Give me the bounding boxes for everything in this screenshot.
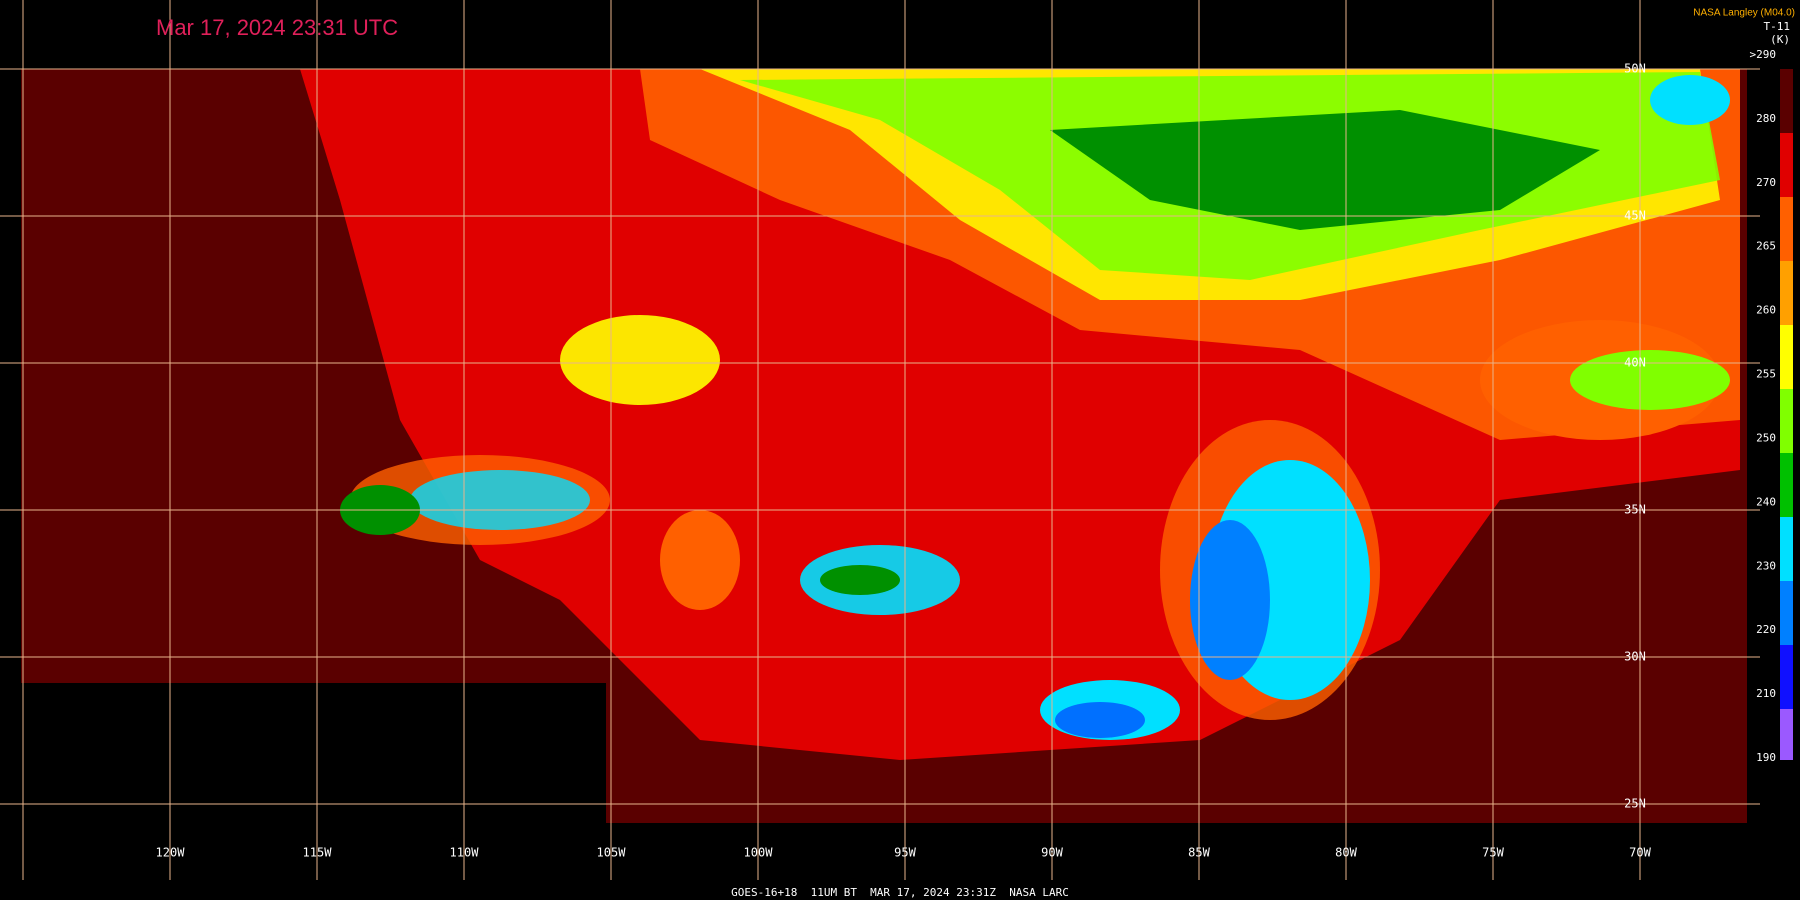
graticule (0, 0, 1760, 880)
colorbar-title: T-11 (1764, 20, 1791, 33)
longitude-label: 85W (1188, 846, 1210, 860)
colorbar-tick-label: 250 (1756, 431, 1776, 444)
longitude-label: 115W (303, 846, 333, 860)
longitude-label: 105W (597, 846, 627, 860)
colorbar-tick-label: 265 (1756, 240, 1776, 253)
latitude-label: 40N (1624, 356, 1646, 370)
latitude-label: 50N (1624, 62, 1646, 76)
longitude-label: 100W (744, 846, 774, 860)
colorbar-unit: (K) (1770, 33, 1790, 46)
longitude-label: 70W (1629, 846, 1651, 860)
longitude-label: 80W (1335, 846, 1357, 860)
colorbar-tick-label: 255 (1756, 368, 1776, 381)
footer: GOES-16+18 11UM BT MAR 17, 2024 23:31Z N… (731, 886, 1069, 899)
colorbar-tick-label: 240 (1756, 495, 1776, 508)
longitude-label: 120W (156, 846, 186, 860)
colorbar-tick-label: 270 (1756, 176, 1776, 189)
latitude-label: 35N (1624, 503, 1646, 517)
colorbar-tick-label: >290 (1750, 48, 1777, 61)
latitude-label: 30N (1624, 650, 1646, 664)
colorbar-tick-label: 210 (1756, 687, 1776, 700)
longitude-label: 95W (894, 846, 916, 860)
map-title: Mar 17, 2024 23:31 UTC (156, 15, 398, 40)
longitude-label: 110W (450, 846, 480, 860)
colorbar-tick-label: 190 (1756, 751, 1776, 764)
colorbar-tick-label: 260 (1756, 304, 1776, 317)
imagery (21, 69, 1747, 823)
latitude-label: 45N (1624, 209, 1646, 223)
longitude-label: 90W (1041, 846, 1063, 860)
colorbar-tick-label: 230 (1756, 559, 1776, 572)
longitude-label: 75W (1482, 846, 1504, 860)
colorbar-tick-label: 220 (1756, 623, 1776, 636)
credit: NASA Langley (M04.0) (1693, 8, 1795, 19)
colorbar-tick-label: 280 (1756, 112, 1776, 125)
colorbar (1780, 69, 1793, 760)
latitude-label: 25N (1624, 797, 1646, 811)
